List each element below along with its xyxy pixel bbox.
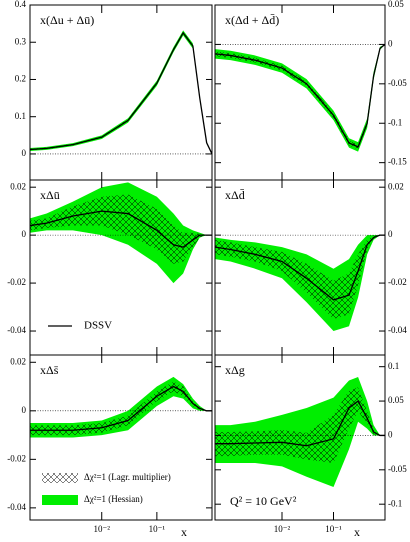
x-axis-label: x: [354, 525, 360, 539]
panel-title: xΔd̄: [225, 188, 245, 202]
panel: [30, 182, 212, 284]
y-tick-label: 0.4: [15, 0, 27, 9]
x-tick-label: 10⁻²: [94, 524, 111, 534]
y-tick-label: 0.1: [388, 361, 399, 371]
y-tick-label: -0.05: [388, 464, 407, 474]
panel: [30, 376, 212, 438]
y-tick-label: 0: [22, 229, 27, 239]
error-band: [30, 30, 212, 154]
y-tick-label: 0: [388, 430, 393, 440]
hatched-band: [215, 387, 385, 463]
panel-title: xΔū: [40, 188, 60, 202]
y-tick-label: 0: [22, 148, 27, 158]
panel: [215, 234, 385, 332]
y-tick-label: -0.02: [7, 453, 26, 463]
y-tick-label: 0.3: [15, 36, 27, 46]
x-tick-label: 10⁻¹: [325, 524, 342, 534]
x-tick-label: 10⁻²: [274, 524, 291, 534]
central-line: [30, 385, 212, 431]
hatched-band: [30, 194, 212, 264]
y-tick-label: -0.04: [388, 325, 407, 335]
panel: [30, 30, 212, 155]
y-tick-label: -0.1: [388, 117, 402, 127]
error-band: [215, 44, 385, 152]
y-tick-label: 0.02: [10, 356, 26, 366]
legend-swatch: [42, 495, 78, 505]
annotation: Q² = 10 GeV²: [230, 494, 297, 508]
y-tick-label: -0.02: [388, 277, 407, 287]
y-tick-label: 0.02: [388, 181, 404, 191]
panel-frame: [214, 4, 386, 181]
panel-title: xΔg: [225, 363, 245, 377]
y-tick-label: -0.04: [7, 325, 26, 335]
y-tick-label: -0.05: [388, 78, 407, 88]
panel-title: x(Δd + Δd̄): [225, 13, 279, 27]
y-tick-label: 0: [388, 38, 393, 48]
central-line: [30, 31, 212, 155]
y-tick-label: 0: [22, 405, 27, 415]
y-tick-label: -0.1: [388, 498, 402, 508]
y-tick-label: 0.1: [15, 111, 26, 121]
x-axis-label: x: [181, 525, 187, 539]
x-tick-label: 10⁻¹: [149, 524, 166, 534]
y-tick-label: 0.05: [388, 395, 404, 405]
y-tick-label: -0.02: [7, 277, 26, 287]
legend-label: Δχ²=1 (Hessian): [84, 494, 143, 504]
y-tick-label: 0.02: [10, 181, 26, 191]
panel-title: x(Δu + Δū): [40, 13, 94, 27]
panel: [215, 43, 385, 152]
y-tick-label: 0: [388, 229, 393, 239]
central-line: [215, 400, 385, 447]
panel-frame: [29, 354, 213, 521]
y-tick-label: -0.15: [388, 157, 407, 167]
central-line: [215, 43, 385, 148]
hatched-band: [30, 381, 212, 436]
central-line: [215, 234, 385, 301]
legend-label: DSSV: [84, 320, 112, 332]
legend-label: Δχ²=1 (Lagr. multiplier): [84, 472, 171, 482]
panel-frame: [214, 354, 386, 521]
hatched-band: [215, 235, 385, 320]
panel-title: xΔs̄: [40, 363, 59, 377]
y-tick-label: 0.2: [15, 74, 26, 84]
hatched-band: [30, 31, 212, 154]
hatched-band: [215, 44, 385, 150]
legend-swatch: [42, 473, 78, 483]
panel: [215, 377, 385, 487]
y-tick-label: -0.04: [7, 502, 26, 512]
y-tick-label: 0.05: [388, 0, 404, 9]
